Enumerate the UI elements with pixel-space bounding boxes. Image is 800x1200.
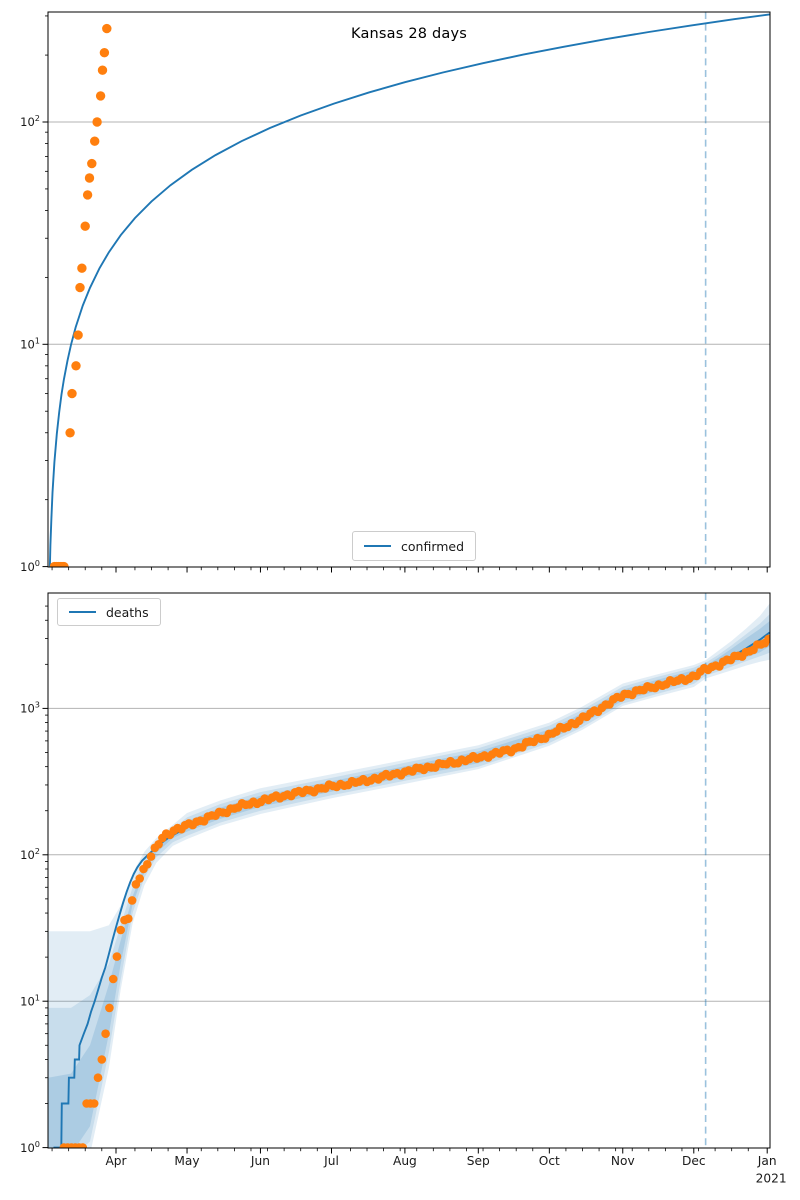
deaths-gridlines (48, 707, 770, 1002)
y-tick-label: 100 (20, 1139, 40, 1155)
month-label: Sep (467, 1154, 490, 1168)
month-label: Apr (105, 1154, 127, 1168)
y-tick-label: 102 (20, 846, 40, 862)
confirmed-x-ticks (51, 567, 768, 573)
y-tick-label: 102 (20, 113, 40, 129)
confirmed-line-swatch (364, 545, 391, 547)
legend-deaths: deaths (57, 598, 161, 626)
deaths-data-dots (59, 634, 770, 1148)
deaths-x-ticks (51, 1148, 768, 1154)
y-tick-label: 101 (20, 336, 40, 352)
month-label: Aug (393, 1154, 417, 1168)
month-label: May (174, 1154, 199, 1168)
confirmed-axes-frame (47, 11, 771, 568)
confirmed-model-line (48, 13, 770, 567)
confirmed-chart: 100 101 102 (20, 11, 771, 574)
legend-confirmed-label: confirmed (401, 538, 465, 554)
month-label: Jul (323, 1154, 339, 1168)
confirmed-y-ticks: 100 101 102 (20, 15, 48, 574)
confirmed-gridlines (48, 121, 770, 345)
legend-confirmed: confirmed (352, 531, 477, 561)
month-label: Jan (757, 1154, 777, 1168)
y-tick-label: 100 (20, 558, 40, 574)
month-label: Oct (539, 1154, 560, 1168)
deaths-y-ticks: 100 101 102 103 (20, 605, 48, 1155)
deaths-model-line (53, 631, 770, 1148)
deaths-axes-frame (47, 592, 771, 1149)
legend-deaths-label: deaths (106, 604, 149, 620)
confirmed-data-dots (49, 23, 112, 567)
month-label: Nov (611, 1154, 635, 1168)
deaths-line-swatch (69, 611, 96, 613)
month-labels: Apr May Jun Jul Aug Sep Oct Nov Dec Jan 2021 (105, 1154, 786, 1186)
deaths-band (48, 614, 770, 1148)
month-label: Dec (682, 1154, 706, 1168)
y-tick-label: 101 (20, 992, 40, 1008)
year-label: 2021 (756, 1172, 787, 1186)
deaths-chart: Apr May Jun Jul Aug Sep Oct Nov Dec Jan 2021 100 101… (20, 592, 787, 1186)
figure-title: Kansas 28 days (350, 26, 468, 42)
month-label: Jun (250, 1154, 270, 1168)
y-tick-label: 103 (20, 700, 40, 716)
deaths-band (48, 621, 770, 1148)
